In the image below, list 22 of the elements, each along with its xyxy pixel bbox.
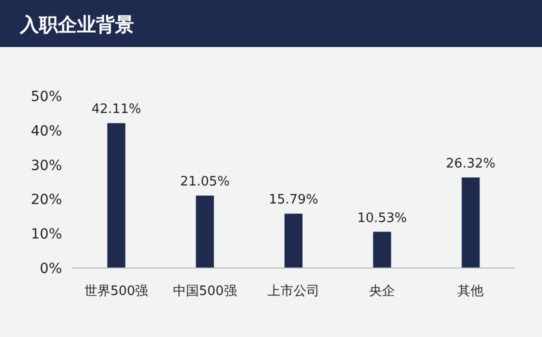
y-tick-label: 50% [30,89,62,105]
y-tick-label: 40% [30,123,62,140]
x-tick-label: 上市公司 [268,284,320,299]
data-label: 10.53% [357,210,407,226]
bar [373,232,392,268]
x-tick-label: 其他 [458,284,484,299]
y-tick-label: 10% [30,226,62,243]
x-tick-label: 央企 [369,284,396,299]
chart-title: 入职企业背景 [19,14,134,36]
x-tick-label: 世界500强 [84,284,148,299]
data-label: 15.79% [268,192,318,208]
y-tick-label: 30% [30,158,62,174]
bar [284,214,302,268]
bar [107,123,126,268]
data-label: 42.11% [92,102,142,118]
x-tick-label: 中国500强 [172,284,237,299]
y-tick-label: 20% [30,192,62,208]
bar [196,196,214,268]
y-tick-label: 0% [40,261,62,277]
bar [462,177,480,268]
data-label: 26.32% [446,156,496,172]
data-label: 21.05% [180,174,230,190]
